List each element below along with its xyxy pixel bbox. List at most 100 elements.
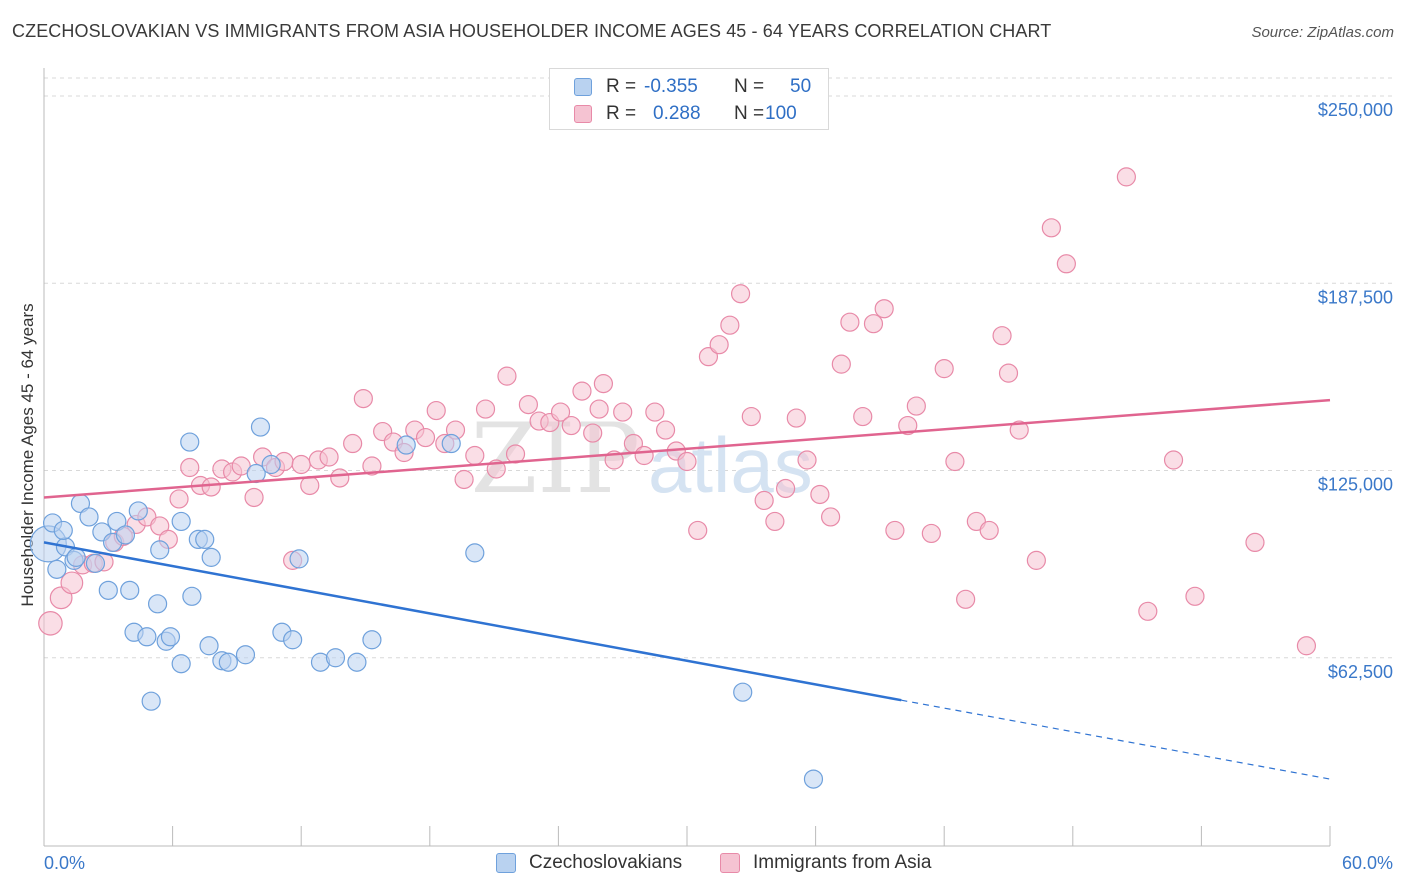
immigrants-from-asia-point	[572, 381, 592, 401]
immigrants-from-asia-point	[201, 477, 221, 497]
czechoslovakians-point	[441, 433, 461, 454]
immigrants-from-asia-point	[709, 335, 729, 355]
czechoslovakians-point	[47, 559, 67, 579]
immigrants-from-asia-point	[863, 314, 884, 334]
legend-n-label: N =	[734, 103, 765, 124]
legend-swatch-blue	[496, 853, 516, 873]
immigrants-from-asia-point	[921, 523, 941, 544]
y-tick-label: $250,000	[1318, 100, 1393, 120]
czechoslovakians-point	[160, 627, 181, 647]
immigrants-from-asia-point	[518, 394, 538, 415]
immigrants-from-asia-point	[956, 589, 976, 609]
legend-swatch-blue	[574, 78, 592, 96]
immigrants-from-asia-point	[583, 423, 603, 443]
czechoslovakians-point	[218, 652, 238, 672]
immigrants-from-asia-point	[497, 366, 517, 386]
czechoslovakians-trend-line-extension	[901, 699, 1331, 780]
immigrants-from-asia-point	[343, 433, 363, 454]
legend-n-value: 50	[790, 76, 812, 97]
legend-r-label: R =	[606, 76, 637, 97]
immigrants-from-asia-point	[831, 354, 851, 374]
immigrants-from-asia-point	[38, 610, 63, 636]
immigrants-from-asia-point	[1138, 601, 1158, 621]
immigrants-from-asia-point	[945, 451, 965, 472]
gridlines	[44, 77, 1395, 659]
immigrants-from-asia-point	[992, 326, 1012, 346]
immigrants-from-asia-point	[655, 420, 676, 440]
czechoslovakians-point	[53, 520, 73, 541]
immigrants-from-asia-point	[561, 415, 581, 436]
immigrants-from-asia-point	[150, 516, 170, 536]
czechoslovakians-point	[150, 540, 170, 560]
x-tick-label: 0.0%	[44, 853, 85, 873]
immigrants-from-asia-point	[353, 388, 373, 409]
immigrants-from-asia-point	[885, 520, 905, 541]
legend-swatch-pink	[574, 105, 592, 123]
czechoslovakians-point	[107, 511, 127, 532]
tick-labels: $62,500 $125,000 $187,500 $250,000 0.0% 60.0%	[44, 100, 1393, 873]
immigrants-from-asia-point	[934, 359, 954, 379]
czechoslovakians-point	[180, 432, 200, 452]
immigrants-from-asia-point	[821, 507, 841, 527]
immigrants-from-asia-point	[291, 454, 311, 475]
czechoslovakians-point	[66, 547, 86, 567]
czechoslovakians-point	[98, 580, 118, 600]
immigrants-from-asia-points	[38, 167, 1317, 656]
y-tick-label: $187,500	[1318, 287, 1393, 307]
czechoslovakians-point	[396, 435, 416, 455]
immigrants-from-asia-point	[898, 415, 918, 436]
immigrants-from-asia-point	[1056, 254, 1076, 274]
czechoslovakians-point	[250, 417, 271, 437]
immigrants-from-asia-point	[593, 374, 614, 394]
legend-swatch-pink	[720, 853, 740, 873]
czechoslovakians-point	[733, 682, 753, 702]
czechoslovakians-trend-line	[43, 541, 902, 702]
immigrants-from-asia-point	[1185, 586, 1205, 606]
immigrants-from-asia-point	[786, 408, 806, 428]
immigrants-from-asia-point	[180, 457, 200, 478]
immigrants-from-asia-point	[300, 475, 320, 496]
immigrants-from-asia-point	[319, 447, 339, 467]
czechoslovakians-point	[85, 553, 106, 573]
immigrants-from-asia-point	[330, 468, 350, 488]
czechoslovakians-point	[147, 594, 168, 614]
immigrants-from-asia-point	[169, 489, 189, 509]
immigrants-from-asia-point	[720, 315, 740, 335]
correlation-legend: R = -0.355 N = 50 R = 0.288 N = 100	[549, 68, 829, 130]
immigrants-from-asia-point	[244, 487, 264, 508]
immigrants-from-asia-point	[797, 450, 817, 470]
immigrants-from-asia-point	[475, 399, 496, 419]
immigrants-from-asia-point	[754, 490, 774, 511]
immigrants-from-asia-point	[906, 396, 926, 416]
immigrants-from-asia-point	[550, 402, 571, 422]
immigrants-from-asia-point	[426, 400, 446, 421]
czechoslovakians-point	[199, 636, 219, 656]
immigrants-from-asia-point	[465, 445, 485, 466]
immigrants-from-asia-point	[677, 451, 697, 472]
immigrants-from-asia-point	[634, 445, 654, 466]
czechoslovakians-point	[79, 507, 99, 527]
source-label: Source: ZipAtlas.com	[1251, 24, 1394, 41]
legend-r-value: -0.355	[644, 76, 698, 97]
immigrants-from-asia-point	[1163, 450, 1184, 470]
legend-n-value: 100	[765, 103, 797, 124]
immigrants-from-asia-point	[741, 406, 761, 427]
immigrants-from-asia-point	[645, 402, 665, 422]
immigrants-from-asia-point	[1026, 550, 1046, 570]
czechoslovakians-point	[362, 630, 382, 650]
immigrants-from-asia-point	[765, 511, 785, 532]
legend-r-value: 0.288	[653, 103, 701, 124]
czechoslovakians-point	[803, 769, 824, 789]
immigrants-from-asia-point	[415, 427, 436, 448]
trend-lines	[43, 398, 1331, 780]
czechoslovakians-point	[137, 627, 157, 647]
czechoslovakians-point	[347, 652, 367, 672]
czechoslovakians-point	[171, 511, 191, 532]
immigrants-from-asia-point	[730, 284, 751, 304]
immigrants-from-asia-point	[454, 469, 474, 490]
immigrants-from-asia-point	[1296, 636, 1317, 656]
legend-label: Immigrants from Asia	[753, 852, 932, 873]
immigrants-from-asia-point	[1245, 532, 1265, 553]
axes	[43, 68, 1331, 847]
